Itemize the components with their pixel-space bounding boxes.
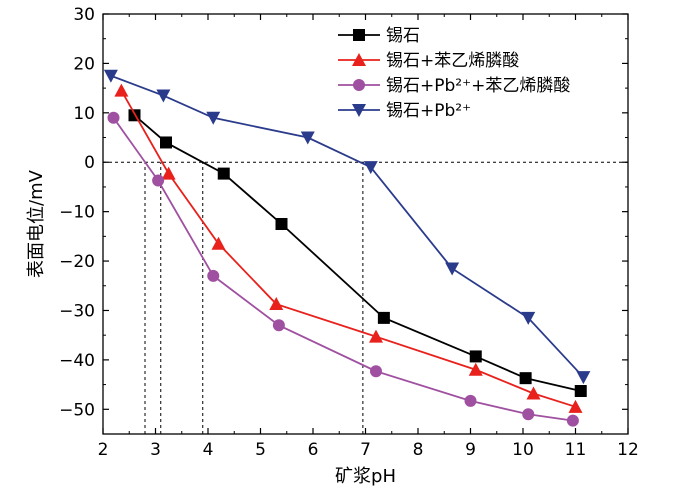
x-tick-label: 12: [617, 440, 639, 460]
data-point-square: [353, 29, 365, 41]
x-tick-label: 6: [308, 440, 319, 460]
data-point-circle: [522, 408, 535, 421]
data-point-square: [519, 372, 532, 385]
legend-item: 锡石+Pb²⁺: [338, 101, 471, 121]
data-point-circle: [370, 365, 382, 378]
data-point-circle: [353, 79, 365, 91]
y-tick-label: 30: [73, 5, 95, 25]
x-tick-label: 5: [255, 440, 266, 460]
data-point-square: [377, 311, 390, 324]
y-tick-label: 0: [84, 153, 95, 173]
series-2: [107, 111, 579, 427]
data-point-circle: [272, 319, 285, 332]
legend-label: 锡石+Pb²⁺: [386, 101, 471, 121]
y-tick-label: −50: [59, 400, 95, 420]
x-tick-label: 3: [150, 440, 161, 460]
x-axis-title: 矿浆pH: [335, 466, 396, 487]
series-line: [120, 90, 576, 408]
data-point-triangle-down: [206, 111, 221, 125]
x-tick-label: 11: [565, 440, 587, 460]
x-tick-label: 9: [465, 440, 476, 460]
x-tick-label: 2: [98, 440, 109, 460]
data-point-triangle-up: [161, 166, 176, 180]
series-3: [103, 69, 591, 385]
data-point-triangle-up: [468, 362, 483, 376]
data-point-triangle-up: [369, 329, 383, 343]
series-line: [112, 117, 574, 422]
axes: 2 3 4 5 6 7 8 9 10 11 12 30 20 10 0 −10 −20 −30 −40 −50: [59, 5, 639, 460]
data-point-triangle-up: [211, 236, 226, 250]
x-tick-label: 7: [360, 440, 371, 460]
series-layer: [103, 69, 591, 427]
series-1: [114, 83, 583, 413]
legend-item: 锡石+Pb²⁺+苯乙烯膦酸: [338, 76, 570, 96]
y-tick-label: −20: [59, 252, 95, 272]
series-0: [128, 109, 587, 398]
data-point-circle: [566, 414, 579, 427]
reference-lines: [103, 161, 628, 434]
data-point-triangle-down: [352, 104, 366, 117]
data-point-square: [469, 350, 482, 363]
data-point-square: [275, 218, 288, 230]
y-tick-label: 20: [73, 54, 95, 74]
legend-item: 锡石: [338, 26, 420, 46]
legend-label: 锡石+苯乙烯膦酸: [386, 51, 519, 71]
data-point-triangle-down: [363, 161, 378, 175]
y-tick-label: −30: [59, 301, 95, 321]
series-line: [110, 74, 585, 378]
legend-item: 锡石+苯乙烯膦酸: [338, 51, 519, 71]
data-point-square: [574, 385, 587, 398]
data-point-circle: [107, 111, 120, 124]
y-tick-label: −40: [59, 351, 95, 371]
data-point-triangle-up: [114, 83, 129, 97]
data-point-triangle-up: [269, 297, 284, 311]
data-point-square: [217, 167, 230, 180]
data-point-circle: [207, 269, 220, 282]
legend-label: 锡石+Pb²⁺+苯乙烯膦酸: [386, 76, 570, 96]
data-point-triangle-down: [103, 69, 118, 83]
x-tick-label: 10: [512, 440, 534, 460]
y-tick-label: −10: [59, 203, 95, 223]
data-point-triangle-down: [445, 262, 460, 276]
x-tick-label: 4: [203, 440, 214, 460]
legend-label: 锡石: [386, 26, 420, 46]
y-axis-title: 表面电位/mV: [26, 169, 47, 278]
x-tick-label: 8: [413, 440, 424, 460]
data-point-triangle-down: [521, 311, 536, 325]
data-point-triangle-up: [352, 53, 366, 66]
data-point-triangle-up: [526, 386, 541, 400]
data-point-circle: [152, 174, 165, 187]
y-tick-label: 10: [73, 104, 95, 124]
data-point-circle: [464, 394, 477, 407]
data-point-square: [160, 136, 172, 149]
data-point-triangle-down: [300, 131, 315, 145]
series-line: [133, 114, 581, 392]
data-point-triangle-down: [576, 371, 591, 385]
data-point-triangle-down: [156, 89, 171, 103]
data-point-triangle-up: [568, 399, 583, 413]
